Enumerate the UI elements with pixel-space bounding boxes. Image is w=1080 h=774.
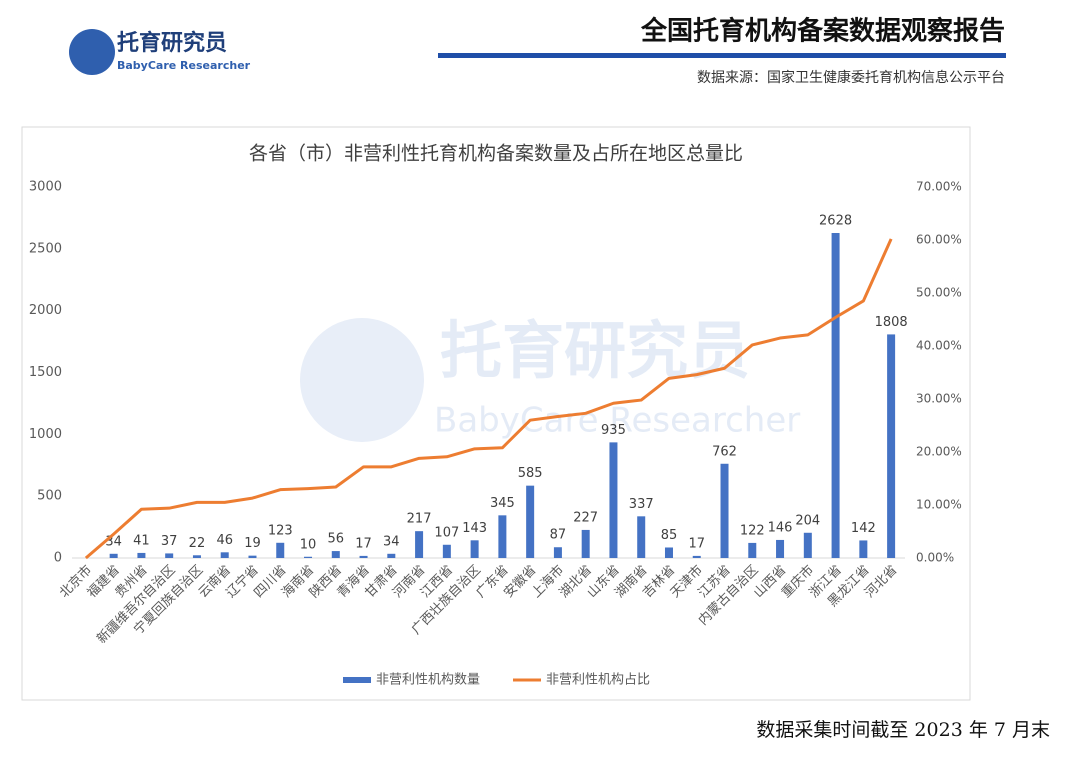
bar: [748, 542, 757, 558]
bar: [831, 233, 840, 558]
data-label: 122: [740, 523, 765, 538]
y-tick-label: 3000: [29, 180, 62, 195]
bar: [109, 553, 118, 558]
legend-label: 非营利性机构数量: [376, 673, 480, 688]
bar: [776, 539, 785, 558]
y2-tick-label: 30.00%: [916, 392, 962, 406]
bar: [165, 553, 174, 558]
data-label: 107: [434, 525, 459, 540]
report-title: 全国托育机构备案数据观察报告: [640, 16, 1005, 47]
data-label: 337: [629, 497, 654, 512]
bar: [664, 547, 673, 558]
bar: [137, 552, 146, 558]
data-label: 935: [601, 423, 626, 438]
footer: 数据采集时间截至 2023 年 7 月末: [756, 719, 1050, 741]
data-label: 142: [851, 521, 876, 536]
data-label: 204: [795, 513, 820, 528]
bar: [276, 542, 285, 558]
data-label: 123: [268, 523, 293, 538]
y2-tick-label: 20.00%: [916, 445, 962, 459]
bar: [387, 553, 396, 558]
data-label: 217: [407, 512, 432, 527]
data-label: 56: [328, 532, 345, 547]
data-label: 227: [573, 510, 598, 525]
legend-label: 非营利性机构占比: [546, 673, 650, 688]
data-label: 37: [161, 534, 178, 549]
data-label: 87: [550, 528, 567, 543]
data-label: 85: [661, 528, 678, 543]
y2-tick-label: 0.00%: [916, 551, 954, 565]
data-label: 22: [189, 536, 206, 551]
title-rule: [438, 53, 1006, 58]
data-label: 34: [383, 534, 400, 549]
data-label: 146: [768, 520, 793, 535]
bar: [498, 515, 507, 558]
y-tick-label: 0: [54, 551, 62, 566]
y2-tick-label: 10.00%: [916, 498, 962, 512]
bar: [887, 334, 896, 558]
chart-frame: [21, 126, 971, 701]
y2-tick-label: 40.00%: [916, 339, 962, 353]
bar: [192, 555, 201, 558]
y2-tick-label: 50.00%: [916, 286, 962, 300]
y-tick-label: 1000: [29, 427, 62, 442]
data-label: 19: [244, 536, 261, 551]
logo-icon: [69, 29, 115, 75]
bar: [359, 555, 368, 558]
data-label: 762: [712, 444, 737, 459]
logo-cn: 托育研究员: [117, 30, 227, 56]
y-tick-label: 1500: [29, 365, 62, 380]
watermark-en: BabyCare Researcher: [434, 401, 800, 441]
bar: [304, 556, 313, 558]
bar: [803, 532, 812, 558]
data-label: 10: [300, 537, 317, 552]
bar: [331, 551, 340, 558]
data-label: 585: [518, 466, 543, 481]
data-label: 345: [490, 496, 515, 511]
legend-swatch: [343, 677, 371, 683]
watermark-cn: 托育研究员: [440, 314, 750, 387]
y2-tick-label: 70.00%: [916, 180, 962, 194]
data-label: 143: [462, 521, 487, 536]
bar: [526, 485, 535, 558]
bar: [692, 555, 701, 558]
bar: [248, 555, 257, 558]
bar: [609, 442, 618, 558]
bar: [553, 547, 562, 558]
data-label: 2628: [819, 214, 852, 229]
bar: [415, 531, 424, 558]
data-label: 41: [133, 533, 150, 548]
data-label: 17: [355, 536, 372, 551]
data-label: 34: [105, 534, 122, 549]
watermark-icon: [300, 318, 424, 442]
bar: [470, 540, 479, 558]
y-tick-label: 2500: [29, 241, 62, 256]
chart-title: 各省（市）非营利性托育机构备案数量及占所在地区总量比: [249, 143, 743, 165]
line: [84, 238, 893, 560]
bar: [581, 529, 590, 558]
logo-en: BabyCare Researcher: [117, 59, 251, 72]
data-label: 17: [688, 536, 705, 551]
y-tick-label: 2000: [29, 303, 62, 318]
source: 数据来源：国家卫生健康委托育机构信息公示平台: [697, 69, 1005, 86]
bar: [720, 463, 729, 558]
bar: [637, 516, 646, 558]
bar: [859, 540, 868, 558]
data-label: 46: [216, 533, 233, 548]
y2-tick-label: 60.00%: [916, 233, 962, 247]
bar: [442, 544, 451, 558]
y-tick-label: 500: [37, 489, 62, 504]
bar: [220, 552, 229, 558]
data-label: 1808: [875, 315, 908, 330]
